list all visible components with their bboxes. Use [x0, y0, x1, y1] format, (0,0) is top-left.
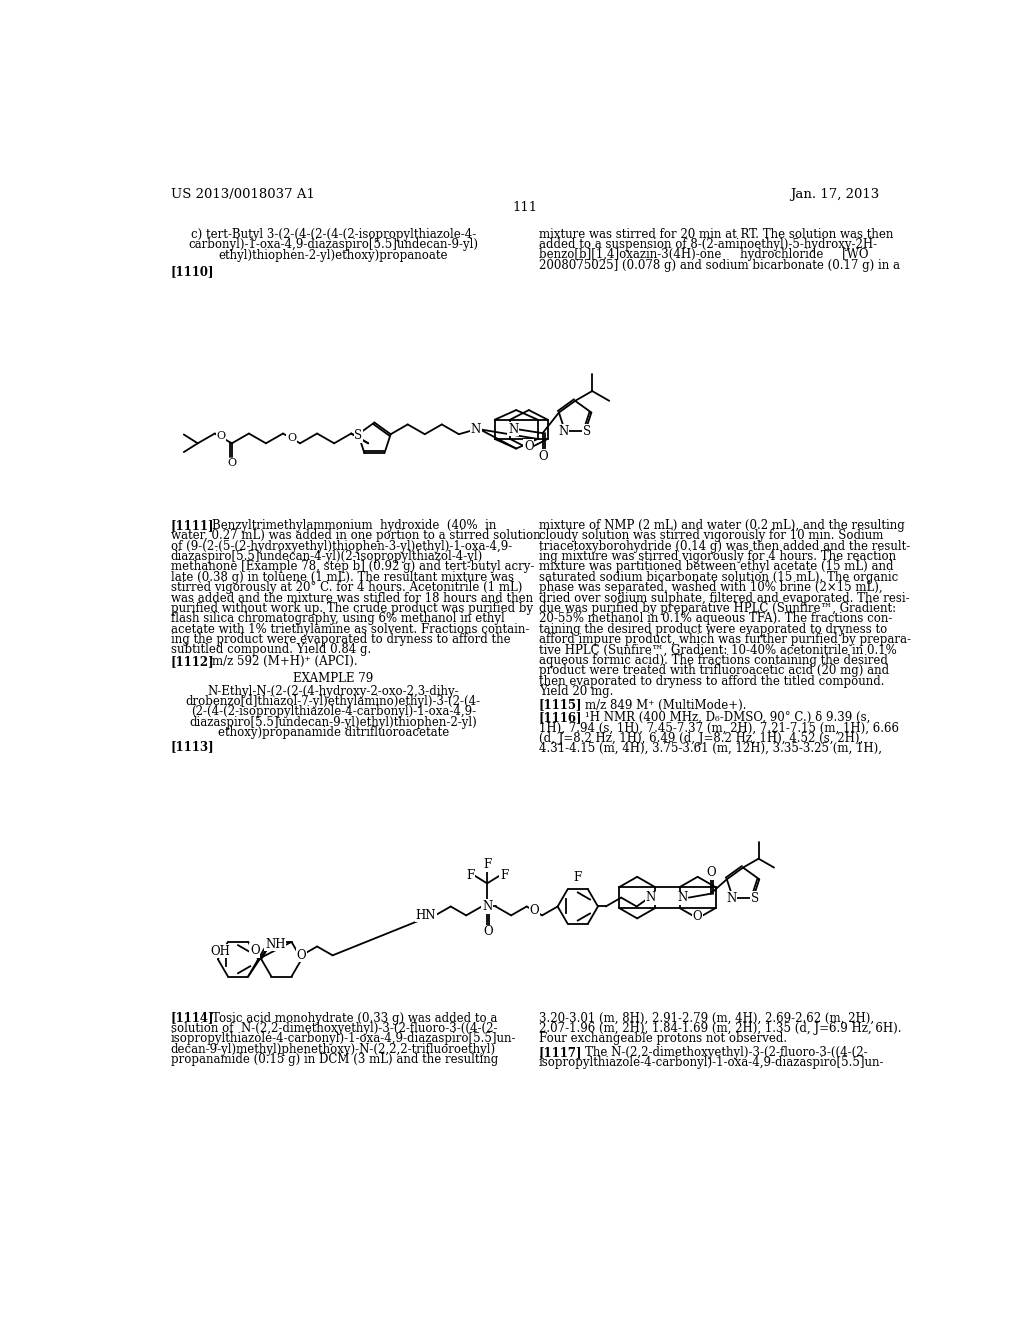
Text: N: N: [726, 892, 736, 904]
Text: Yield 20 mg.: Yield 20 mg.: [539, 685, 613, 698]
Text: purified without work up. The crude product was purified by: purified without work up. The crude prod…: [171, 602, 532, 615]
Text: N: N: [645, 891, 655, 904]
Text: 2008075025] (0.078 g) and sodium bicarbonate (0.17 g) in a: 2008075025] (0.078 g) and sodium bicarbo…: [539, 259, 900, 272]
Text: afford impure product, which was further purified by prepara-: afford impure product, which was further…: [539, 634, 910, 645]
Text: O: O: [484, 925, 494, 939]
Text: [1112]: [1112]: [171, 656, 214, 668]
Text: O: O: [539, 450, 548, 463]
Text: diazaspiro[5.5]undecan-4-yl)(2-isopropylthiazol-4-yl): diazaspiro[5.5]undecan-4-yl)(2-isopropyl…: [171, 550, 483, 562]
Text: Jan. 17, 2013: Jan. 17, 2013: [790, 187, 879, 201]
Text: N: N: [508, 422, 518, 436]
Text: 111: 111: [512, 201, 538, 214]
Text: mixture was stirred for 20 min at RT. The solution was then: mixture was stirred for 20 min at RT. Th…: [539, 227, 893, 240]
Text: The N-(2,2-dimethoxyethyl)-3-(2-fluoro-3-((4-(2-: The N-(2,2-dimethoxyethyl)-3-(2-fluoro-3…: [586, 1045, 868, 1059]
Text: O: O: [250, 944, 259, 957]
Text: ethyl)thiophen-2-yl)ethoxy)propanoate: ethyl)thiophen-2-yl)ethoxy)propanoate: [219, 249, 449, 263]
Text: F: F: [573, 871, 582, 883]
Text: F: F: [483, 858, 492, 871]
Text: N: N: [471, 422, 481, 436]
Text: drobenzo[d]thiazol-7-yl)ethylamino)ethyl)-3-(2-(4-: drobenzo[d]thiazol-7-yl)ethylamino)ethyl…: [185, 696, 481, 708]
Text: m/z 849 M⁺ (MultiMode+).: m/z 849 M⁺ (MultiMode+).: [586, 698, 746, 711]
Text: (2-(4-(2-isopropylthiazole-4-carbonyl)-1-oxa-4,9-: (2-(4-(2-isopropylthiazole-4-carbonyl)-1…: [190, 705, 476, 718]
Text: c) tert-Butyl 3-(2-(4-(2-(4-(2-isopropylthiazole-4-: c) tert-Butyl 3-(2-(4-(2-(4-(2-isopropyl…: [190, 227, 476, 240]
Text: late (0.38 g) in toluene (1 mL). The resultant mixture was: late (0.38 g) in toluene (1 mL). The res…: [171, 570, 514, 583]
Text: O: O: [524, 440, 534, 453]
Text: cloudy solution was stirred vigorously for 10 min. Sodium: cloudy solution was stirred vigorously f…: [539, 529, 883, 543]
Text: F: F: [466, 869, 474, 882]
Text: mixture was partitioned between ethyl acetate (15 mL) and: mixture was partitioned between ethyl ac…: [539, 560, 893, 573]
Text: aqueous formic acid). The fractions containing the desired: aqueous formic acid). The fractions cont…: [539, 653, 888, 667]
Text: O: O: [287, 433, 296, 444]
Text: isopropylthiazole-4-carbonyl)-1-oxa-4,9-diazaspiro[5.5]un-: isopropylthiazole-4-carbonyl)-1-oxa-4,9-…: [171, 1032, 516, 1045]
Text: saturated sodium bicarbonate solution (15 mL). The organic: saturated sodium bicarbonate solution (1…: [539, 570, 898, 583]
Text: added to a suspension of 8-(2-aminoethyl)-5-hydroxy-2H-: added to a suspension of 8-(2-aminoethyl…: [539, 238, 877, 251]
Text: O: O: [227, 458, 237, 469]
Text: of (9-(2-(5-(2-hydroxyethyl)thiophen-3-yl)ethyl)-1-oxa-4,9-: of (9-(2-(5-(2-hydroxyethyl)thiophen-3-y…: [171, 540, 512, 553]
Text: EXAMPLE 79: EXAMPLE 79: [293, 672, 374, 685]
Text: carbonyl)-1-oxa-4,9-diazaspiro[5.5]undecan-9-yl): carbonyl)-1-oxa-4,9-diazaspiro[5.5]undec…: [188, 239, 478, 252]
Text: 4.31-4.15 (m, 4H), 3.75-3.61 (m, 12H), 3.35-3.25 (m, 1H),: 4.31-4.15 (m, 4H), 3.75-3.61 (m, 12H), 3…: [539, 742, 882, 755]
Text: 2.07-1.96 (m, 2H), 1.84-1.69 (m, 2H), 1.35 (d, J=6.9 Hz, 6H).: 2.07-1.96 (m, 2H), 1.84-1.69 (m, 2H), 1.…: [539, 1022, 901, 1035]
Text: HN: HN: [416, 909, 436, 921]
Text: [1115]: [1115]: [539, 698, 583, 711]
Text: [1114]: [1114]: [171, 1011, 214, 1024]
Text: 1H), 7.94 (s, 1H), 7.45-7.37 (m, 2H), 7.21-7.15 (m, 1H), 6.66: 1H), 7.94 (s, 1H), 7.45-7.37 (m, 2H), 7.…: [539, 721, 899, 734]
Text: stirred vigorously at 20° C. for 4 hours. Acetonitrile (1 mL): stirred vigorously at 20° C. for 4 hours…: [171, 581, 522, 594]
Text: flash silica chromatography, using 6% methanol in ethyl: flash silica chromatography, using 6% me…: [171, 612, 505, 626]
Text: triacetoxyborohydride (0.14 g) was then added and the result-: triacetoxyborohydride (0.14 g) was then …: [539, 540, 910, 553]
Text: N: N: [678, 891, 688, 904]
Text: Benzyltrimethylammonium  hydroxide  (40%  in: Benzyltrimethylammonium hydroxide (40% i…: [212, 519, 496, 532]
Text: [1111]: [1111]: [171, 519, 214, 532]
Text: [1110]: [1110]: [171, 264, 214, 277]
Text: diazaspiro[5.5]undecan-9-yl)ethyl)thiophen-2-yl): diazaspiro[5.5]undecan-9-yl)ethyl)thioph…: [189, 715, 477, 729]
Text: tive HPLC (Sunfire™, Gradient: 10-40% acetonitrile in 0.1%: tive HPLC (Sunfire™, Gradient: 10-40% ac…: [539, 644, 896, 656]
Text: acetate with 1% triethylamine as solvent. Fractions contain-: acetate with 1% triethylamine as solvent…: [171, 623, 529, 636]
Text: Four exchangeable protons not observed.: Four exchangeable protons not observed.: [539, 1032, 786, 1045]
Text: OH: OH: [210, 945, 230, 957]
Text: O: O: [529, 904, 540, 917]
Text: N: N: [482, 900, 493, 913]
Text: 20-55% methanol in 0.1% aqueous TFA). The fractions con-: 20-55% methanol in 0.1% aqueous TFA). Th…: [539, 612, 892, 626]
Text: due was purified by preparative HPLC (Sunfire™, Gradient:: due was purified by preparative HPLC (Su…: [539, 602, 896, 615]
Text: S: S: [354, 429, 362, 442]
Text: O: O: [297, 949, 306, 962]
Text: was added and the mixture was stifled for 18 hours and then: was added and the mixture was stifled fo…: [171, 591, 532, 605]
Text: O: O: [707, 866, 716, 879]
Text: benzo[b][1,4]oxazin-3(4H)-one     hydrochloride     [WO: benzo[b][1,4]oxazin-3(4H)-one hydrochlor…: [539, 248, 868, 261]
Text: 3.20-3.01 (m, 8H), 2.91-2.79 (m, 4H), 2.69-2.62 (m, 2H),: 3.20-3.01 (m, 8H), 2.91-2.79 (m, 4H), 2.…: [539, 1011, 873, 1024]
Text: O: O: [216, 432, 225, 441]
Text: m/z 592 (M+H)⁺ (APCI).: m/z 592 (M+H)⁺ (APCI).: [212, 656, 357, 668]
Text: decan-9-yl)methyl)phenethoxy)-N-(2,2,2-trifluoroethyl): decan-9-yl)methyl)phenethoxy)-N-(2,2,2-t…: [171, 1043, 496, 1056]
Text: methanone [Example 78, step b] (0.92 g) and tert-butyl acry-: methanone [Example 78, step b] (0.92 g) …: [171, 560, 534, 573]
Text: then evaporated to dryness to afford the titled compound.: then evaporated to dryness to afford the…: [539, 675, 885, 688]
Text: water, 0.27 mL) was added in one portion to a stirred solution: water, 0.27 mL) was added in one portion…: [171, 529, 541, 543]
Text: [1113]: [1113]: [171, 739, 214, 752]
Text: (d, J=8.2 Hz, 1H), 6.49 (d, J=8.2 Hz, 1H), 4.52 (s, 2H),: (d, J=8.2 Hz, 1H), 6.49 (d, J=8.2 Hz, 1H…: [539, 731, 863, 744]
Text: product were treated with trifluoroacetic acid (20 mg) and: product were treated with trifluoroaceti…: [539, 664, 889, 677]
Text: mixture of NMP (2 mL) and water (0.2 mL), and the resulting: mixture of NMP (2 mL) and water (0.2 mL)…: [539, 519, 904, 532]
Text: dried over sodium sulphate, filtered and evaporated. The resi-: dried over sodium sulphate, filtered and…: [539, 591, 909, 605]
Text: US 2013/0018037 A1: US 2013/0018037 A1: [171, 187, 314, 201]
Text: NH: NH: [265, 937, 286, 950]
Text: S: S: [751, 892, 759, 904]
Text: isopropylthiazole-4-carbonyl)-1-oxa-4,9-diazaspiro[5.5]un-: isopropylthiazole-4-carbonyl)-1-oxa-4,9-…: [539, 1056, 885, 1069]
Text: ¹H NMR (400 MHz, D₆-DMSO, 90° C.) δ 9.39 (s,: ¹H NMR (400 MHz, D₆-DMSO, 90° C.) δ 9.39…: [586, 711, 870, 723]
Text: subtitled compound. Yield 0.84 g.: subtitled compound. Yield 0.84 g.: [171, 644, 371, 656]
Text: ethoxy)propanamide ditrifluoroacetate: ethoxy)propanamide ditrifluoroacetate: [218, 726, 449, 739]
Text: propanamide (0.15 g) in DCM (3 mL) and the resulting: propanamide (0.15 g) in DCM (3 mL) and t…: [171, 1053, 498, 1067]
Text: F: F: [500, 869, 508, 882]
Text: N-Ethyl-N-(2-(2-(4-hydroxy-2-oxo-2,3-dihy-: N-Ethyl-N-(2-(2-(4-hydroxy-2-oxo-2,3-dih…: [208, 685, 459, 698]
Text: S: S: [583, 425, 591, 438]
Text: taining the desired product were evaporated to dryness to: taining the desired product were evapora…: [539, 623, 887, 636]
Text: N: N: [558, 425, 568, 438]
Text: [1117]: [1117]: [539, 1045, 583, 1059]
Text: [1116]: [1116]: [539, 711, 583, 723]
Text: solution of  N-(2,2-dimethoxyethyl)-3-(2-fluoro-3-((4-(2-: solution of N-(2,2-dimethoxyethyl)-3-(2-…: [171, 1022, 497, 1035]
Text: phase was separated, washed with 10% brine (2×15 mL),: phase was separated, washed with 10% bri…: [539, 581, 883, 594]
Text: O: O: [693, 909, 702, 923]
Text: Tosic acid monohydrate (0.33 g) was added to a: Tosic acid monohydrate (0.33 g) was adde…: [212, 1011, 497, 1024]
Text: ing the product were evaporated to dryness to afford the: ing the product were evaporated to dryne…: [171, 634, 510, 645]
Text: ing mixture was stirred vigorously for 4 hours. The reaction: ing mixture was stirred vigorously for 4…: [539, 550, 896, 562]
